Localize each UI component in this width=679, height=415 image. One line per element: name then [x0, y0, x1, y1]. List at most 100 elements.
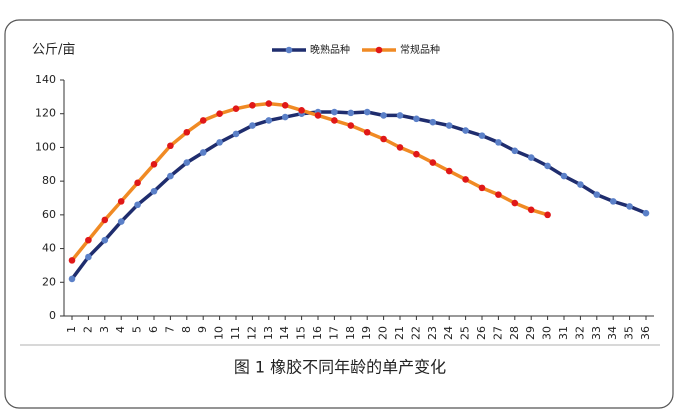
data-point	[577, 181, 584, 188]
data-point	[216, 110, 223, 118]
x-tick-label: 36	[639, 326, 652, 340]
x-tick-label: 15	[295, 326, 308, 340]
x-tick-label: 20	[377, 326, 390, 340]
y-tick-label: 100	[35, 140, 56, 153]
x-tick-label: 7	[163, 326, 176, 333]
data-point	[429, 159, 437, 166]
x-tick-label: 6	[147, 326, 160, 333]
data-point	[331, 117, 338, 124]
data-point	[281, 101, 289, 109]
data-point	[626, 203, 633, 210]
data-point	[199, 117, 207, 124]
data-point	[380, 135, 387, 143]
data-point	[101, 216, 109, 224]
data-point	[183, 128, 191, 136]
x-tick-label: 30	[541, 326, 554, 340]
legend-label: 常规品种	[400, 43, 440, 56]
data-point	[380, 112, 387, 119]
data-point	[85, 253, 92, 261]
x-tick-label: 35	[623, 326, 636, 340]
data-point	[265, 100, 273, 107]
data-point	[495, 191, 502, 198]
x-tick-label: 21	[393, 326, 406, 340]
x-tick-label: 29	[524, 326, 537, 340]
data-point	[199, 149, 207, 156]
x-tick-label: 27	[491, 326, 504, 340]
x-tick-label: 28	[508, 326, 521, 340]
x-tick-label: 2	[81, 326, 94, 333]
x-tick-label: 1	[65, 326, 78, 333]
x-tick-label: 25	[459, 326, 472, 340]
data-point	[281, 113, 289, 121]
data-point	[445, 167, 453, 175]
data-point	[68, 257, 76, 264]
x-tick-label: 34	[606, 326, 619, 340]
x-tick-label: 17	[327, 326, 340, 340]
x-tick-label: 13	[262, 326, 275, 340]
x-tick-label: 32	[573, 326, 586, 340]
data-point	[331, 108, 338, 116]
chart-title: 图 1 橡胶不同年龄的单产变化	[234, 358, 446, 377]
x-tick-label: 31	[557, 326, 570, 340]
data-point	[544, 211, 551, 219]
x-tick-label: 18	[344, 326, 357, 340]
data-point	[298, 107, 305, 114]
data-point	[167, 172, 174, 180]
x-tick-label: 23	[426, 326, 439, 340]
data-point	[134, 201, 141, 209]
x-tick-label: 22	[409, 326, 422, 340]
x-tick-label: 24	[442, 326, 455, 340]
x-tick-label: 4	[114, 326, 127, 333]
data-point	[117, 218, 125, 225]
series-line	[70, 110, 647, 280]
data-point	[462, 176, 469, 183]
x-tick-label: 10	[213, 326, 226, 340]
y-tick-label: 80	[42, 174, 56, 187]
data-point	[413, 115, 420, 123]
y-tick-label: 120	[35, 107, 56, 120]
x-tick-label: 14	[278, 326, 291, 340]
y-axis-label: 公斤/亩	[32, 42, 75, 58]
data-point	[85, 236, 92, 244]
y-tick-label: 60	[42, 208, 56, 221]
x-tick-label: 12	[245, 326, 258, 340]
data-point	[429, 118, 437, 126]
data-point	[462, 127, 469, 134]
data-point	[478, 184, 486, 192]
x-tick-label: 11	[229, 326, 242, 340]
legend-label: 晚熟品种	[310, 43, 350, 56]
data-point	[511, 199, 519, 207]
data-point	[363, 108, 371, 116]
x-tick-label: 19	[360, 326, 373, 340]
data-point	[265, 117, 273, 124]
data-point	[101, 236, 109, 244]
x-tick-label: 16	[311, 326, 324, 340]
data-point	[560, 172, 568, 180]
data-point	[445, 122, 453, 129]
data-point	[117, 198, 125, 205]
y-tick-label: 40	[42, 242, 56, 255]
x-tick-label: 33	[590, 326, 603, 340]
data-point	[413, 150, 420, 158]
data-point	[544, 162, 551, 170]
data-point	[183, 159, 191, 166]
data-point	[511, 147, 519, 155]
x-tick-label: 8	[180, 326, 193, 333]
data-point	[396, 144, 404, 151]
data-point	[609, 198, 617, 205]
data-point	[232, 130, 240, 138]
data-point	[363, 128, 371, 136]
data-point	[232, 105, 240, 112]
x-tick-label: 26	[475, 326, 488, 340]
data-point	[347, 122, 355, 129]
x-tick-label: 3	[98, 326, 111, 333]
frame	[4, 19, 674, 409]
series-line	[70, 101, 549, 262]
legend-marker	[285, 46, 293, 54]
data-point	[495, 139, 502, 146]
y-tick-label: 20	[42, 275, 56, 288]
data-point	[150, 160, 158, 168]
data-point	[314, 112, 322, 119]
